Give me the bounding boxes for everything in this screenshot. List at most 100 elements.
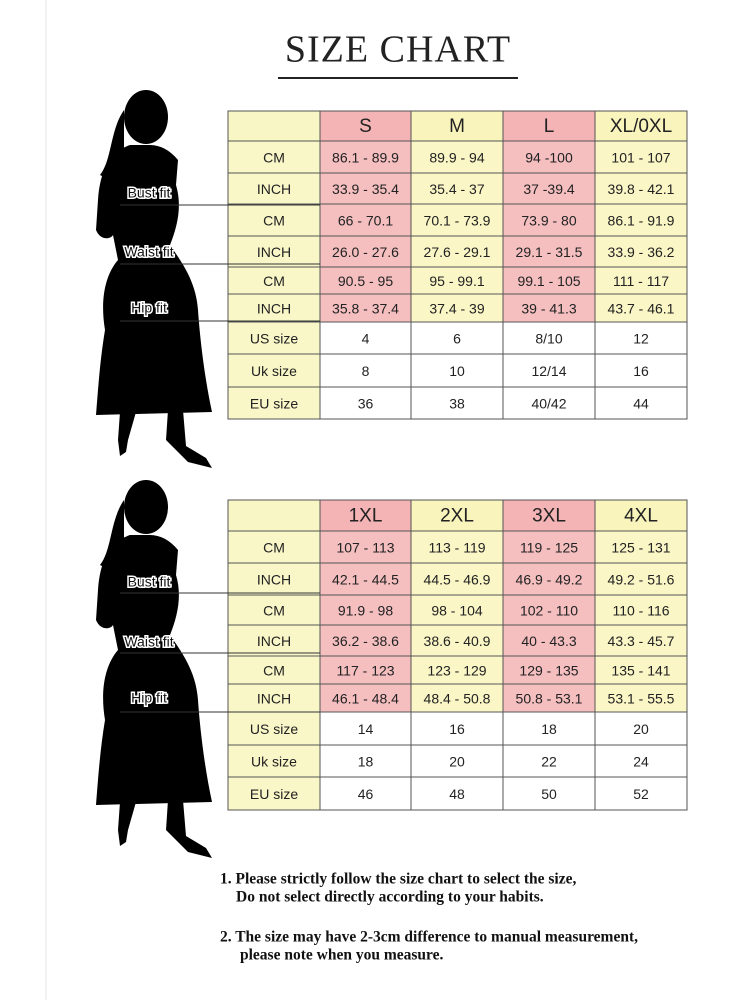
cell-value: 102 - 110 bbox=[520, 603, 578, 619]
row-label: CM bbox=[263, 540, 285, 556]
cell-value: 6 bbox=[453, 331, 461, 347]
table-cell bbox=[227, 562, 321, 596]
table-cell bbox=[319, 711, 412, 746]
cell-value: 46.9 - 49.2 bbox=[516, 572, 583, 588]
table-cell bbox=[410, 655, 504, 685]
cell-value: 86.1 - 89.9 bbox=[332, 150, 399, 166]
table-cell bbox=[410, 235, 504, 268]
note: 1. Please strictly follow the size chart… bbox=[220, 871, 576, 888]
table-cell bbox=[594, 172, 688, 205]
cell-value: 38 bbox=[449, 396, 465, 412]
size-header: 1XL bbox=[349, 506, 383, 527]
cell-value: 111 - 117 bbox=[613, 273, 669, 289]
table-cell bbox=[502, 683, 596, 713]
cell-value: 46 bbox=[358, 786, 374, 802]
cell-value: 18 bbox=[541, 721, 557, 737]
row-label: INCH bbox=[257, 301, 291, 317]
size-header: 2XL bbox=[440, 506, 474, 527]
table-cell bbox=[594, 203, 688, 237]
table-cell bbox=[502, 655, 596, 685]
table-cell bbox=[410, 266, 504, 295]
cell-value: 26.0 - 27.6 bbox=[332, 244, 399, 260]
table-cell bbox=[502, 203, 596, 237]
table-cell bbox=[502, 776, 596, 811]
size-header: 4XL bbox=[624, 506, 658, 527]
cell-value: 135 - 141 bbox=[611, 663, 670, 679]
table-cell bbox=[410, 711, 504, 746]
row-label: CM bbox=[263, 150, 285, 166]
table-cell bbox=[227, 321, 321, 355]
table-cell bbox=[594, 386, 688, 420]
cell-value: 91.9 - 98 bbox=[338, 603, 393, 619]
table-cell bbox=[502, 624, 596, 657]
table-cell bbox=[410, 353, 504, 388]
row-label: CM bbox=[263, 663, 285, 679]
table-cell bbox=[594, 594, 688, 626]
table-cell bbox=[227, 776, 321, 811]
table-cell bbox=[410, 776, 504, 811]
cell-value: 8 bbox=[362, 363, 370, 379]
cell-value: 43.7 - 46.1 bbox=[608, 301, 675, 317]
row-label: EU size bbox=[250, 396, 298, 412]
cell-value: 119 - 125 bbox=[520, 540, 578, 556]
cell-value: 43.3 - 45.7 bbox=[608, 633, 675, 649]
cell-value: 94 -100 bbox=[525, 150, 573, 166]
table-cell bbox=[227, 266, 321, 295]
table-cell bbox=[502, 321, 596, 355]
size-header: M bbox=[449, 116, 465, 137]
cell-value: 24 bbox=[633, 754, 649, 770]
cell-value: 99.1 - 105 bbox=[517, 273, 580, 289]
table-cell bbox=[594, 683, 688, 713]
table-cell bbox=[227, 711, 321, 746]
cell-value: 4 bbox=[362, 331, 370, 347]
row-label: CM bbox=[263, 213, 285, 229]
cell-value: 52 bbox=[633, 786, 649, 802]
table-cell bbox=[410, 203, 504, 237]
header-cell bbox=[319, 110, 412, 142]
cell-value: 50 bbox=[541, 786, 557, 802]
table-cell bbox=[319, 655, 412, 685]
row-label: US size bbox=[250, 331, 298, 347]
cell-value: 27.6 - 29.1 bbox=[424, 244, 491, 260]
row-label: INCH bbox=[257, 633, 291, 649]
cell-value: 20 bbox=[633, 721, 649, 737]
cell-value: 113 - 119 bbox=[428, 540, 485, 556]
cell-value: 14 bbox=[358, 721, 374, 737]
table-cell bbox=[319, 172, 412, 205]
cell-value: 110 - 116 bbox=[612, 603, 669, 619]
table-cell bbox=[502, 172, 596, 205]
cell-value: 40/42 bbox=[531, 396, 566, 412]
cell-value: 39.8 - 42.1 bbox=[608, 181, 675, 197]
cell-value: 29.1 - 31.5 bbox=[516, 244, 583, 260]
table-cell bbox=[594, 321, 688, 355]
row-label: INCH bbox=[257, 572, 291, 588]
cell-value: 73.9 - 80 bbox=[521, 213, 576, 229]
fit-label: Bust fit bbox=[128, 185, 171, 201]
cell-value: 50.8 - 53.1 bbox=[516, 691, 583, 707]
table-cell bbox=[227, 293, 321, 323]
header-cell bbox=[227, 499, 321, 532]
row-label: CM bbox=[263, 603, 285, 619]
cell-value: 42.1 - 44.5 bbox=[332, 572, 399, 588]
cell-value: 48 bbox=[449, 786, 465, 802]
header-cell bbox=[502, 110, 596, 142]
cell-value: 117 - 123 bbox=[336, 663, 394, 679]
table-cell bbox=[227, 594, 321, 626]
cell-value: 44 bbox=[633, 396, 649, 412]
fit-label: Waist fit bbox=[124, 634, 173, 650]
table-cell bbox=[502, 353, 596, 388]
table-cell bbox=[410, 624, 504, 657]
row-label: US size bbox=[250, 721, 298, 737]
table-cell bbox=[319, 530, 412, 564]
table-cell bbox=[227, 235, 321, 268]
title: SIZE CHART bbox=[285, 29, 511, 71]
table-cell bbox=[410, 386, 504, 420]
cell-value: 90.5 - 95 bbox=[338, 273, 393, 289]
table-cell bbox=[227, 140, 321, 174]
cell-value: 10 bbox=[449, 363, 465, 379]
cell-value: 36 bbox=[358, 396, 374, 412]
size-header: S bbox=[359, 116, 372, 137]
cell-value: 70.1 - 73.9 bbox=[424, 213, 491, 229]
cell-value: 12/14 bbox=[531, 363, 566, 379]
table-cell bbox=[594, 530, 688, 564]
